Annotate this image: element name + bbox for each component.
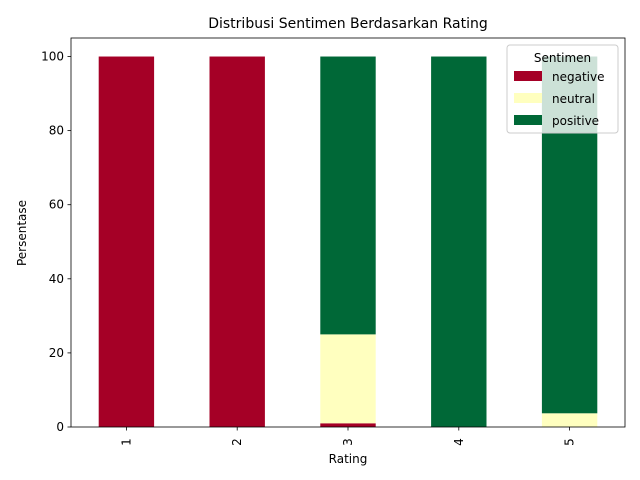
legend-title: Sentimen (534, 51, 591, 65)
legend-label-positive: positive (552, 114, 599, 128)
bar-neutral-3 (320, 334, 376, 424)
legend-label-neutral: neutral (552, 92, 595, 106)
bar-negative-2 (209, 56, 265, 428)
bar-positive-3 (320, 56, 376, 335)
bar-negative-1 (98, 56, 155, 428)
x-tick-label-2: 2 (230, 438, 244, 446)
legend: Sentimen negative neutral positive (506, 44, 619, 134)
y-axis-label: Persentase (15, 200, 29, 266)
x-axis-label: Rating (329, 452, 368, 466)
legend-label-negative: negative (552, 70, 604, 84)
y-tick-label-20: 20 (49, 346, 64, 360)
chart-title: Distribusi Sentimen Berdasarkan Rating (208, 16, 488, 32)
x-tick-label-5: 5 (563, 438, 577, 446)
y-tick-label-0: 0 (56, 420, 64, 434)
y-tick-label-60: 60 (49, 198, 64, 212)
bar-positive-4 (431, 56, 487, 428)
legend-swatch-positive (514, 115, 542, 125)
legend-swatch-negative (514, 71, 542, 81)
plot-area: 0 20 40 60 80 100 1 2 3 4 5 (41, 37, 626, 446)
y-tick-label-100: 100 (41, 50, 64, 64)
y-tick-label-40: 40 (49, 272, 64, 286)
y-tick-label-80: 80 (49, 124, 64, 138)
legend-box (506, 44, 619, 134)
bar-negative-3 (320, 423, 376, 427)
bar-neutral-5 (541, 413, 598, 427)
x-tick-label-4: 4 (452, 438, 466, 446)
legend-swatch-neutral (514, 93, 542, 103)
x-tick-label-3: 3 (341, 438, 355, 446)
x-tick-label-1: 1 (119, 438, 133, 446)
